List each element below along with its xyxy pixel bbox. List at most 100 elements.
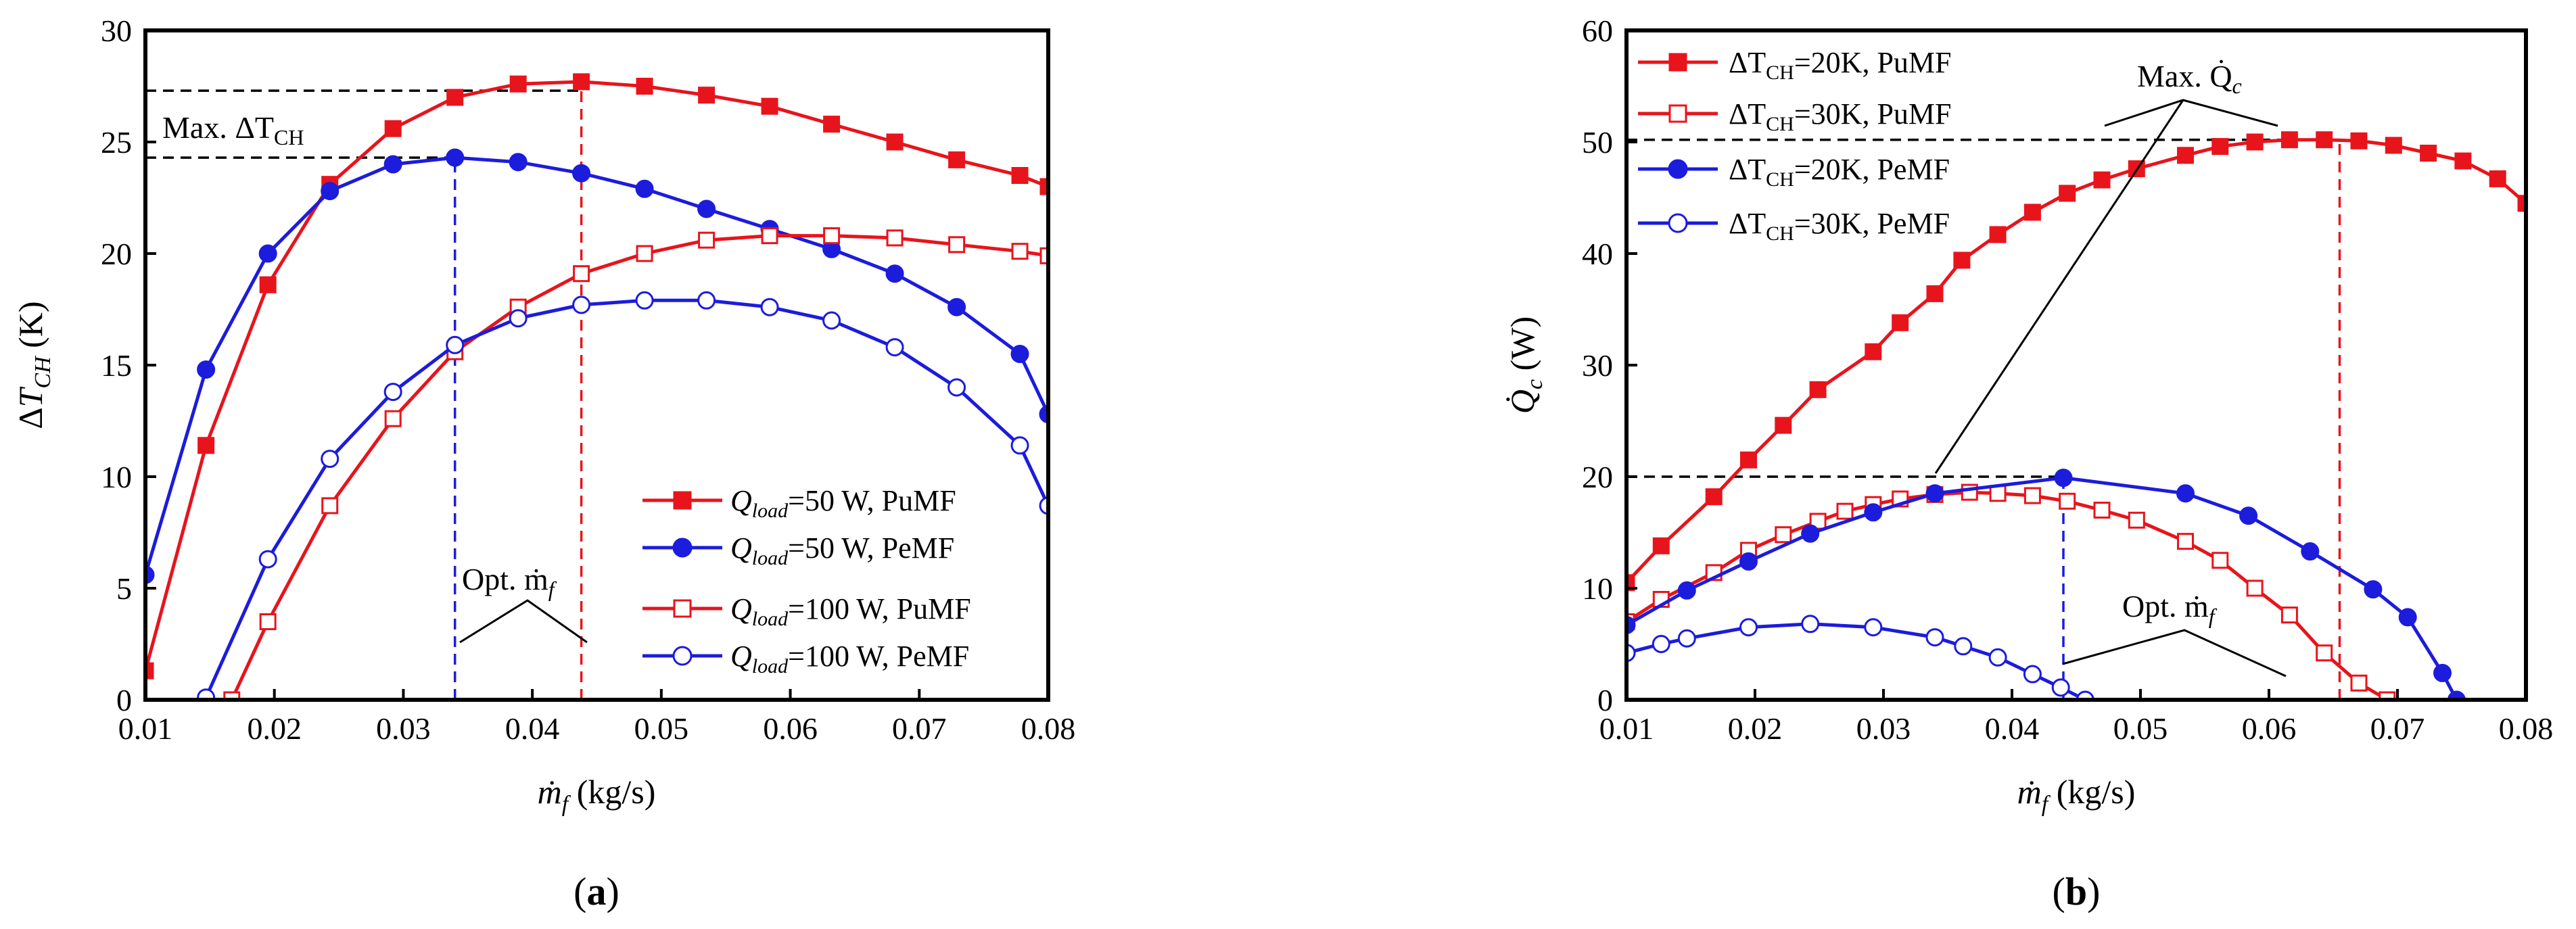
data-point [197, 360, 216, 379]
svg-text:ΔTCH=20K, PeMF: ΔTCH=20K, PeMF [1729, 153, 1950, 191]
x-tick-label: 0.08 [2499, 711, 2554, 746]
data-point [2350, 132, 2368, 149]
data-point [572, 164, 591, 183]
data-point [2246, 579, 2264, 597]
legend-item-a-4: Qload=100 W, PeMF [642, 640, 969, 677]
x-tick-label: 0.06 [2242, 711, 2297, 746]
data-point [635, 291, 654, 310]
data-point [2054, 469, 2073, 487]
y-tick-label: 5 [116, 571, 132, 606]
data-point [383, 155, 402, 174]
annotation-opt-pointer-a [459, 599, 588, 644]
data-point [1039, 247, 1048, 264]
data-point [2454, 152, 2472, 170]
data-point [760, 297, 779, 316]
data-point [2059, 185, 2076, 202]
svg-text:Qload=100 W, PuMF: Qload=100 W, PuMF [730, 592, 971, 630]
panel-label-a: (a) [573, 870, 619, 913]
x-tick-label: 0.04 [1985, 711, 2040, 746]
data-point [509, 75, 527, 93]
data-point [2059, 492, 2076, 510]
data-point [1677, 629, 1696, 648]
x-tick-label: 0.08 [1021, 711, 1076, 746]
reference-lines-a [145, 81, 583, 700]
data-point [1739, 618, 1758, 637]
data-point [197, 437, 215, 454]
data-point [2420, 145, 2437, 162]
legend-item-b-3: ΔTCH=20K, PeMF [1638, 153, 1950, 191]
data-point [321, 450, 339, 469]
x-tick-label: 0.05 [634, 711, 689, 746]
svg-text:ΔTCH=30K, PuMF: ΔTCH=30K, PuMF [1729, 97, 1952, 135]
data-point [2364, 580, 2383, 599]
data-point [1864, 618, 1883, 637]
data-point [383, 383, 402, 402]
data-point [1801, 524, 1820, 543]
data-point [2239, 506, 2258, 525]
data-point [1864, 503, 1883, 522]
data-point [145, 662, 154, 680]
data-point [1926, 285, 1944, 302]
series-b-2 [1626, 483, 2396, 700]
x-tick-label: 0.01 [1599, 711, 1654, 746]
chart-panel-b: 0.01 0.02 0.03 0.04 0.05 0.06 0.07 0.08 0 10 20 30 4… [1503, 14, 2553, 913]
data-point [636, 78, 653, 95]
data-point [1925, 628, 1944, 647]
data-point [573, 265, 590, 283]
data-point [2316, 131, 2333, 149]
data-point [258, 244, 277, 263]
series-line [1626, 490, 2389, 700]
data-point [698, 87, 716, 104]
legend-item-a-2: Qload=50 W, PeMF [642, 531, 954, 569]
data-point [2489, 170, 2506, 187]
data-point [259, 613, 277, 630]
legend-a: Qload=50 W, PuMF Qload=50 W, PeMF Qload=… [642, 484, 971, 677]
data-point [2211, 138, 2229, 156]
data-point [822, 311, 841, 330]
data-point [1892, 314, 1909, 331]
data-point [1925, 484, 1944, 503]
data-point [2433, 663, 2452, 682]
svg-text:ΔTCH=20K, PuMF: ΔTCH=20K, PuMF [1729, 46, 1952, 84]
data-point [2093, 502, 2111, 519]
series-a-2 [145, 148, 1048, 584]
series-line [1626, 476, 2458, 700]
data-point [1011, 243, 1029, 260]
svg-text:Qload=50 W, PuMF: Qload=50 W, PuMF [730, 484, 956, 522]
data-point [1989, 226, 2007, 243]
data-point [2301, 542, 2320, 561]
data-point [1652, 635, 1670, 653]
data-point [573, 73, 590, 91]
series-line [1626, 138, 2526, 584]
annotation-opt-b: Opt. ṁf [2122, 589, 2218, 628]
data-point [2128, 511, 2145, 529]
data-point [2051, 678, 2070, 697]
data-point [2385, 137, 2402, 154]
data-point [635, 179, 654, 198]
svg-text:Qload=50 W, PeMF: Qload=50 W, PeMF [730, 531, 954, 569]
data-point [2023, 204, 2041, 221]
data-point [2379, 691, 2396, 700]
x-tick-label: 0.06 [763, 711, 818, 746]
data-point [1705, 488, 1723, 506]
data-point [1775, 526, 1792, 544]
data-point [2316, 644, 2333, 662]
data-point [1809, 381, 1827, 398]
annotation-max-pointer-long-b [1934, 99, 2184, 474]
x-tick-label: 0.01 [118, 711, 173, 746]
data-point [947, 378, 966, 397]
data-point [446, 148, 465, 167]
axis-ticks-a: 0.01 0.02 0.03 0.04 0.05 0.06 0.07 0.08 0 5 10 15 20… [101, 14, 1075, 746]
y-tick-label: 30 [101, 14, 132, 48]
data-point [1010, 436, 1029, 455]
data-point [761, 97, 778, 115]
data-point [321, 182, 339, 201]
x-tick-label: 0.05 [2113, 711, 2168, 746]
y-tick-label: 60 [1582, 14, 1613, 48]
ylabel-a: ΔTCH (K) [11, 301, 55, 429]
data-point [1865, 343, 1882, 360]
data-point [823, 116, 841, 133]
y-tick-label: 40 [1582, 237, 1613, 271]
panel-label-b: (b) [2053, 870, 2101, 913]
